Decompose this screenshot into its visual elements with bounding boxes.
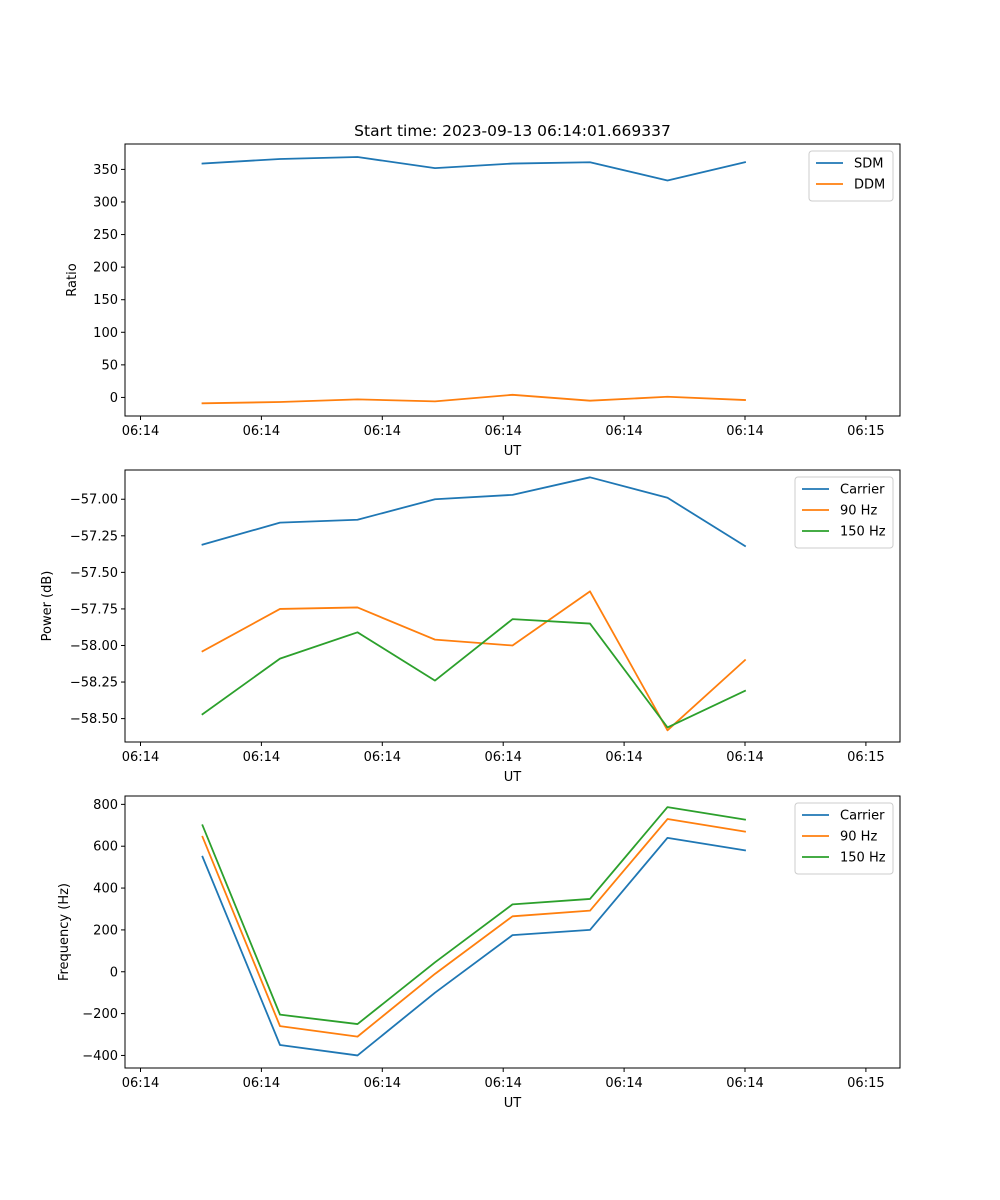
y-axis-label: Power (dB) (40, 571, 55, 642)
x-axis-label: UT (504, 1096, 522, 1111)
y-axis-label: Ratio (65, 263, 80, 296)
x-tick-label: 06:14 (364, 424, 401, 439)
legend-label: Carrier (840, 809, 885, 824)
series-line-90-hz (201, 590, 747, 732)
x-axis-label: UT (504, 770, 522, 785)
x-tick-label: 06:14 (605, 424, 642, 439)
plot-frame (124, 795, 901, 1069)
frequency-chart: 06:14 06:14 06:14 06:14 06:14 06:14 06:15 −400 −… (57, 795, 901, 1111)
plot-frame (124, 143, 901, 417)
x-tick-label: 06:14 (605, 750, 642, 765)
y-tick-label: −57.75 (70, 602, 118, 617)
x-tick-label: 06:14 (726, 424, 763, 439)
y-tick-label: −58.00 (70, 639, 118, 654)
y-tick-label: −400 (82, 1049, 118, 1064)
x-tick-label: 06:14 (122, 1076, 159, 1091)
figure-title: Start time: 2023-09-13 06:14:01.669337 (354, 122, 671, 140)
y-tick-label: 50 (101, 358, 118, 373)
power-chart: 06:14 06:14 06:14 06:14 06:14 06:14 06:15 −58.5… (40, 469, 901, 785)
x-tick-label: 06:15 (847, 750, 884, 765)
y-tick-label: 200 (93, 261, 118, 276)
y-tick-label: −200 (82, 1007, 118, 1022)
series-line-90-hz (201, 818, 747, 1038)
y-tick-label: 0 (110, 965, 118, 980)
series-line-carrier (201, 476, 747, 548)
legend-label: DDM (854, 178, 885, 193)
y-tick-label: 0 (110, 391, 118, 406)
legend-label: 150 Hz (840, 525, 886, 540)
legend-label: 90 Hz (840, 830, 877, 845)
y-tick-label: −57.25 (70, 529, 118, 544)
y-tick-label: 300 (93, 195, 118, 210)
x-tick-label: 06:14 (726, 750, 763, 765)
y-tick-label: 600 (93, 840, 118, 855)
legend: Carrier 90 Hz 150 Hz (794, 802, 894, 875)
series-line-sdm (201, 156, 747, 182)
x-tick-label: 06:15 (847, 1076, 884, 1091)
x-tick-label: 06:14 (122, 750, 159, 765)
legend-label: Carrier (840, 483, 885, 498)
x-tick-label: 06:14 (484, 750, 521, 765)
x-tick-label: 06:14 (364, 1076, 401, 1091)
x-tick-label: 06:14 (726, 1076, 763, 1091)
legend-label: 150 Hz (840, 851, 886, 866)
x-tick-label: 06:14 (364, 750, 401, 765)
series-line-150-hz (201, 806, 747, 1025)
x-tick-label: 06:14 (243, 424, 280, 439)
x-tick-label: 06:14 (243, 750, 280, 765)
x-tick-label: 06:14 (243, 1076, 280, 1091)
series-line-150-hz (201, 618, 747, 729)
legend: Carrier 90 Hz 150 Hz (794, 476, 894, 549)
y-tick-label: −57.00 (70, 493, 118, 508)
series-line-ddm (201, 393, 746, 405)
y-tick-label: 800 (93, 798, 118, 813)
x-axis-label: UT (504, 444, 522, 459)
y-tick-label: −58.50 (70, 712, 118, 727)
series-line-carrier (201, 836, 747, 1057)
y-tick-label: 250 (93, 228, 118, 243)
y-axis-label: Frequency (Hz) (57, 883, 72, 981)
legend-label: SDM (854, 157, 883, 172)
y-tick-label: 150 (93, 293, 118, 308)
x-tick-label: 06:15 (847, 424, 884, 439)
y-tick-label: 350 (93, 163, 118, 178)
x-tick-label: 06:14 (605, 1076, 642, 1091)
legend: SDM DDM (808, 150, 894, 202)
ratio-chart: 06:14 06:14 06:14 06:14 06:14 06:14 06:15 0 50 10… (65, 143, 901, 459)
plot-frame (124, 469, 901, 743)
x-tick-label: 06:14 (484, 1076, 521, 1091)
y-tick-label: 400 (93, 882, 118, 897)
y-tick-label: 100 (93, 326, 118, 341)
legend-label: 90 Hz (840, 504, 877, 519)
y-tick-label: −58.25 (70, 676, 118, 691)
y-tick-label: −57.50 (70, 566, 118, 581)
x-tick-label: 06:14 (484, 424, 521, 439)
y-tick-label: 200 (93, 923, 118, 938)
x-tick-label: 06:14 (122, 424, 159, 439)
